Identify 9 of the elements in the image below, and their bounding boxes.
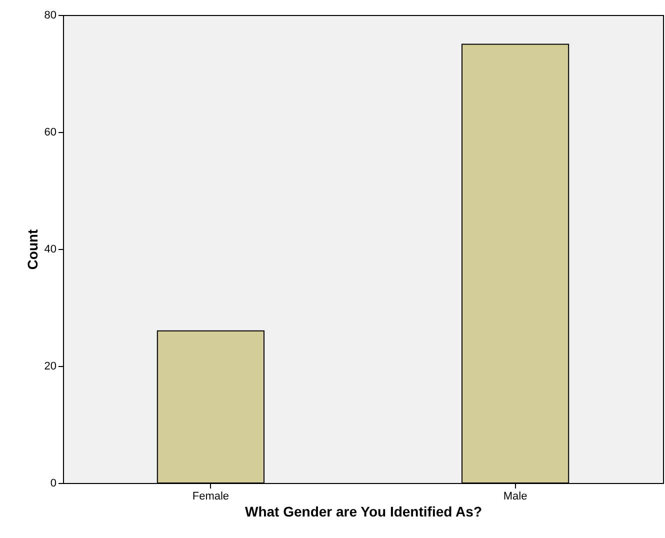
x-axis-title: What Gender are You Identified As? (245, 504, 482, 520)
x-tick-label: Female (192, 490, 230, 502)
y-tick-label: 40 (44, 244, 56, 256)
x-tick-label: Male (503, 490, 528, 502)
y-axis-title: Count (24, 228, 40, 270)
y-tick-label: 0 (50, 478, 56, 490)
y-tick-label: 60 (44, 126, 56, 138)
y-tick-label: 20 (44, 360, 56, 372)
y-tick-label: 80 (44, 10, 56, 22)
